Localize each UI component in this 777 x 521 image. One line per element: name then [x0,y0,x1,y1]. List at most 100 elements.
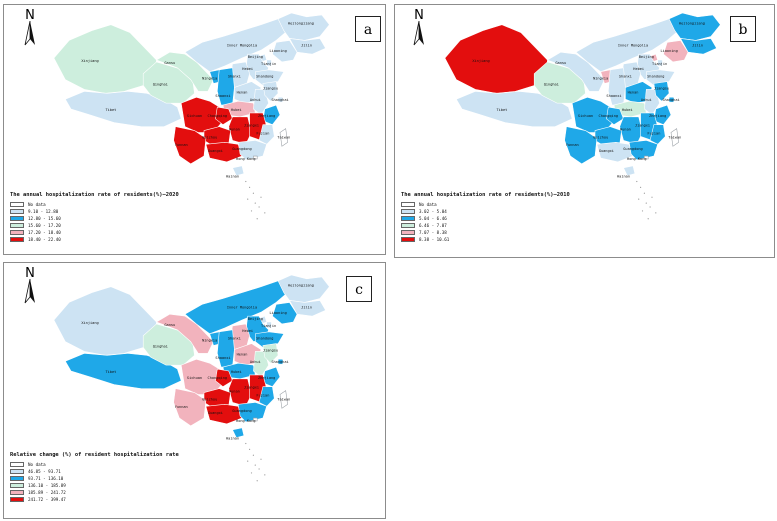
province-label: Zhejiang [258,376,275,380]
province-label: Jiangsu [263,86,278,90]
province-label: Qinghai [544,82,559,86]
province-label: Yunnan [175,143,188,147]
island-dot [254,202,256,204]
province-label: Gansu [555,61,566,65]
province-chongqing [215,106,233,126]
legend: No data 3.02 - 5.04 5.04 - 6.46 6.46 - 7… [401,201,449,243]
north-label: N [25,8,35,23]
island-dot [645,202,647,204]
province-label: Tianjin [261,324,276,328]
province-label: Fujian [647,131,660,135]
province-label: Taiwan [277,135,290,139]
island-dot [638,198,640,200]
province-label: Tianjin [652,62,667,66]
province-label: Taiwan [668,135,681,139]
province-label: Guangdong [623,147,642,151]
island-dot [643,192,645,194]
legend-swatch [10,230,24,235]
province-label: Hunan [229,128,240,132]
province-label: Ningxia [202,339,217,343]
province-chongqing [215,368,233,388]
province-inner-mongolia [184,280,289,335]
province-label: Guangxi [208,149,223,153]
legend-item-2: 5.04 - 6.46 [401,215,449,222]
province-fujian [649,124,666,145]
province-label: Hainan [617,175,630,179]
island-dot [640,186,642,188]
panel-letter: b [730,16,756,42]
province-shaanxi [217,329,235,368]
legend-swatch [10,490,24,495]
province-label: Shanxi [228,75,241,79]
island-dot [258,468,260,470]
province-label: Jilin [301,43,312,47]
legend-item-no-data: No data [10,461,66,468]
island-dot [649,206,651,208]
province-label: Heilongjiang [288,284,314,288]
province-label: Jiangxi [244,386,259,390]
province-fujian [258,386,275,407]
legend: No data 9.10 - 12.80 12.80 - 15.60 15.60… [10,201,61,243]
province-label: Shanxi [228,337,241,341]
province-tibet [455,91,573,127]
province-label: Tibet [105,108,116,112]
province-label: Shaanxi [215,356,230,360]
island-dot [258,206,260,208]
legend-item-1: 46.85 - 93.71 [10,468,66,475]
province-label: Hunan [229,390,240,394]
south-sea-islands [245,442,266,482]
province-label: Tianjin [261,62,276,66]
province-label: Inner Mongolia [227,305,257,309]
province-shaanxi [608,67,626,106]
province-chongqing [606,106,624,126]
island-dot [264,474,266,476]
island-dot [247,460,249,462]
province-label: Yunnan [175,405,188,409]
province-label: Hubei [231,370,242,374]
legend-item-5: 18.40 - 22.40 [10,236,61,243]
province-jiangsu [653,81,670,102]
province-label: Qinghai [153,82,168,86]
province-label: Yunnan [566,143,579,147]
province-label: Hebei [633,67,644,71]
province-label: Anhui [250,360,261,364]
province-heilongjiang [277,12,330,41]
province-shanghai [277,358,284,365]
legend-swatch [401,223,415,228]
province-hong-kong [253,417,258,422]
province-label: Hebei [242,329,253,333]
province-label: Shanxi [619,75,632,79]
province-label: Qinghai [153,344,168,348]
island-dot [250,472,253,474]
province-label: Henan [237,352,248,356]
province-label: Heilongjiang [288,22,314,26]
province-label: Jiangxi [244,124,259,128]
province-label: Shaanxi [606,94,621,98]
legend-swatch [10,497,24,502]
province-label: Fujian [256,131,269,135]
legend-item-no-data: No data [10,201,61,208]
island-dot [260,458,262,460]
province-tianjin [657,59,663,67]
legend-swatch [401,202,415,207]
legend-item-3: 6.46 - 7.07 [401,222,449,229]
south-sea-islands [245,180,266,220]
province-label: Sichuan [187,376,202,380]
province-label: Chongqing [208,376,227,380]
province-label: Jiangsu [654,86,669,90]
province-fujian [258,124,275,145]
island-dot [260,196,262,198]
province-hainan [623,165,636,176]
island-dot [641,210,644,212]
province-guangdong [237,402,268,423]
province-label: Shanghai [271,360,288,364]
province-shandong [255,69,285,86]
map-panel-a: Xinjiang Tibet Qinghai Gansu Inner Mongolia H… [3,4,386,255]
province-label: Shanghai [662,98,679,102]
province-yunnan [173,126,207,165]
legend-swatch [401,237,415,242]
island-dot [249,186,251,188]
province-label: Shandong [256,337,273,341]
legend-item-4: 185.89 - 241.72 [10,489,66,496]
legend-swatch [10,223,24,228]
